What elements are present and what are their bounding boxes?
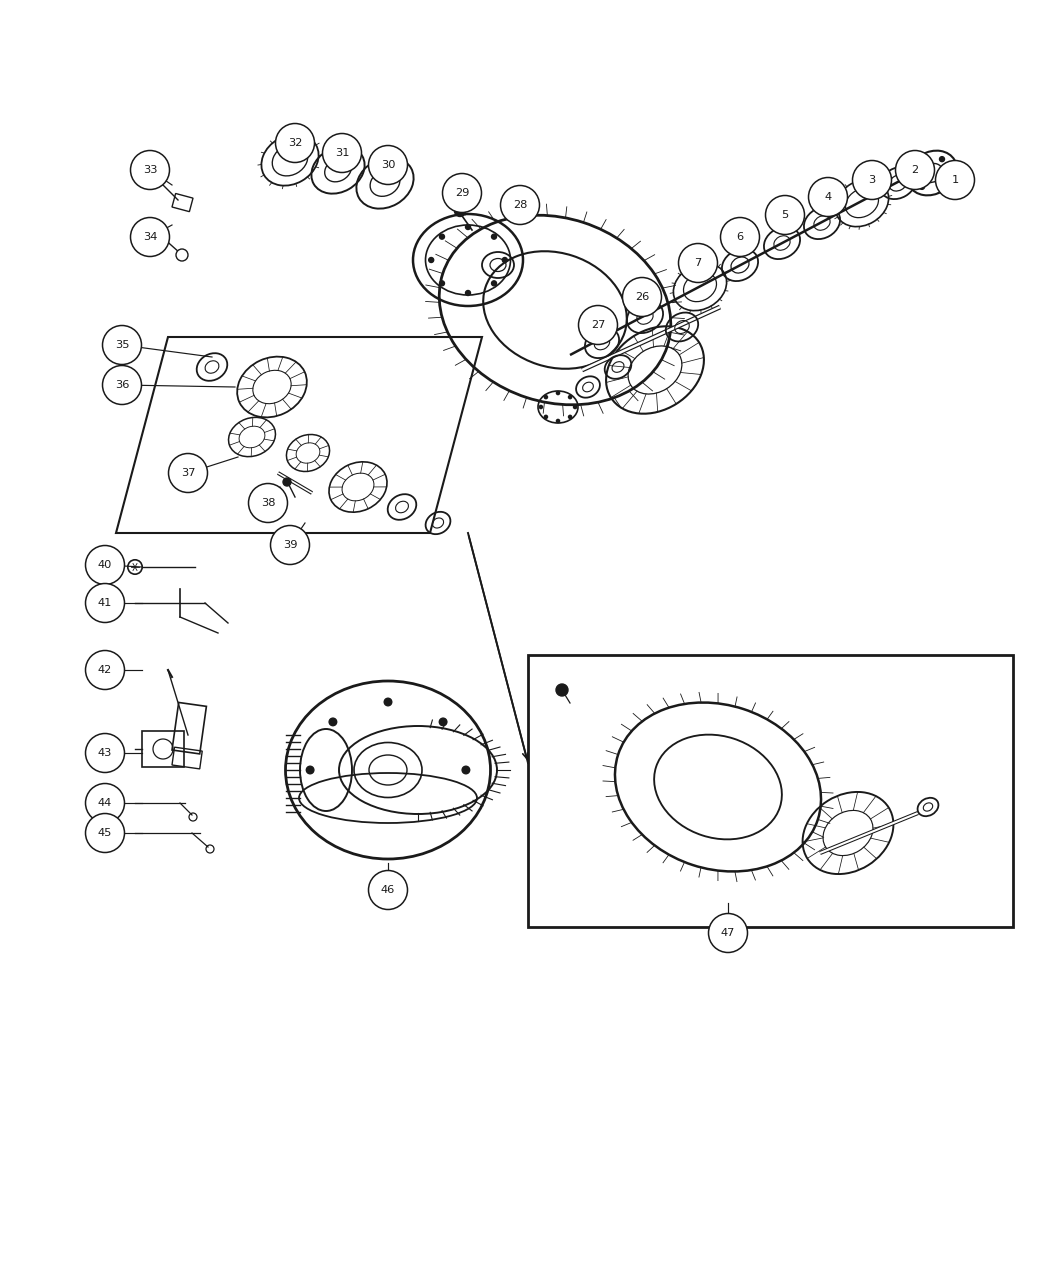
Text: 38: 38 — [260, 499, 275, 507]
Circle shape — [455, 205, 465, 217]
Circle shape — [85, 650, 125, 690]
Circle shape — [808, 177, 847, 217]
Text: 6: 6 — [736, 232, 743, 242]
Circle shape — [916, 164, 921, 170]
Text: 34: 34 — [143, 232, 158, 242]
Text: 1: 1 — [951, 175, 959, 185]
Circle shape — [130, 150, 169, 190]
Circle shape — [943, 176, 948, 181]
Circle shape — [573, 405, 576, 408]
Circle shape — [623, 278, 662, 316]
Circle shape — [853, 161, 891, 199]
Circle shape — [465, 291, 470, 296]
Bar — [142, 731, 184, 768]
Text: 31: 31 — [335, 148, 350, 158]
Text: 33: 33 — [143, 164, 158, 175]
Circle shape — [85, 546, 125, 584]
Circle shape — [502, 258, 507, 263]
Circle shape — [678, 244, 717, 283]
Bar — [172, 747, 203, 769]
Circle shape — [146, 173, 158, 185]
Circle shape — [384, 699, 392, 706]
Circle shape — [556, 391, 560, 394]
Text: 37: 37 — [181, 468, 195, 478]
Text: 43: 43 — [98, 748, 112, 759]
Circle shape — [307, 766, 314, 774]
Circle shape — [465, 224, 470, 229]
Circle shape — [103, 366, 142, 404]
Circle shape — [896, 150, 934, 190]
Text: 39: 39 — [282, 541, 297, 550]
Circle shape — [85, 813, 125, 853]
Text: 4: 4 — [824, 193, 832, 201]
Text: 44: 44 — [98, 798, 112, 808]
Circle shape — [128, 560, 142, 574]
Text: 40: 40 — [98, 560, 112, 570]
Bar — [172, 194, 193, 212]
Circle shape — [709, 913, 748, 952]
Text: 47: 47 — [720, 928, 735, 938]
Text: 41: 41 — [98, 598, 112, 608]
Bar — [172, 703, 207, 754]
Text: 28: 28 — [512, 200, 527, 210]
Text: 3: 3 — [868, 175, 876, 185]
Circle shape — [275, 124, 315, 162]
Circle shape — [936, 161, 974, 199]
Circle shape — [720, 218, 759, 256]
Circle shape — [369, 145, 407, 185]
Circle shape — [556, 683, 568, 696]
Circle shape — [501, 185, 540, 224]
Circle shape — [369, 871, 407, 909]
Text: 26: 26 — [635, 292, 649, 302]
Circle shape — [85, 584, 125, 622]
Circle shape — [440, 280, 444, 286]
Text: 29: 29 — [455, 187, 469, 198]
Circle shape — [85, 733, 125, 773]
Circle shape — [920, 185, 924, 190]
Text: 36: 36 — [114, 380, 129, 390]
Circle shape — [329, 718, 337, 725]
Text: 2: 2 — [911, 164, 919, 175]
Text: 42: 42 — [98, 666, 112, 674]
Circle shape — [544, 395, 547, 399]
Circle shape — [428, 258, 434, 263]
Circle shape — [284, 478, 291, 486]
Circle shape — [491, 280, 497, 286]
Text: 5: 5 — [781, 210, 789, 221]
Text: 46: 46 — [381, 885, 395, 895]
Circle shape — [249, 483, 288, 523]
Text: 45: 45 — [98, 827, 112, 838]
Circle shape — [568, 395, 571, 399]
Circle shape — [439, 718, 447, 725]
Text: 32: 32 — [288, 138, 302, 148]
Circle shape — [568, 416, 571, 418]
Circle shape — [103, 325, 142, 365]
Circle shape — [130, 218, 169, 256]
Circle shape — [491, 235, 497, 240]
Text: 7: 7 — [694, 258, 701, 268]
Circle shape — [442, 173, 482, 213]
Circle shape — [440, 235, 444, 240]
Text: 27: 27 — [591, 320, 605, 330]
Circle shape — [579, 306, 617, 344]
Circle shape — [85, 784, 125, 822]
Circle shape — [271, 525, 310, 565]
Text: 35: 35 — [114, 340, 129, 351]
Circle shape — [176, 249, 188, 261]
Bar — [528, 655, 1013, 927]
Text: 30: 30 — [381, 159, 395, 170]
Circle shape — [556, 419, 560, 422]
Circle shape — [462, 766, 469, 774]
Circle shape — [940, 157, 945, 162]
Circle shape — [765, 195, 804, 235]
Circle shape — [168, 454, 208, 492]
Circle shape — [544, 416, 547, 418]
Circle shape — [322, 134, 361, 172]
Circle shape — [540, 405, 543, 408]
